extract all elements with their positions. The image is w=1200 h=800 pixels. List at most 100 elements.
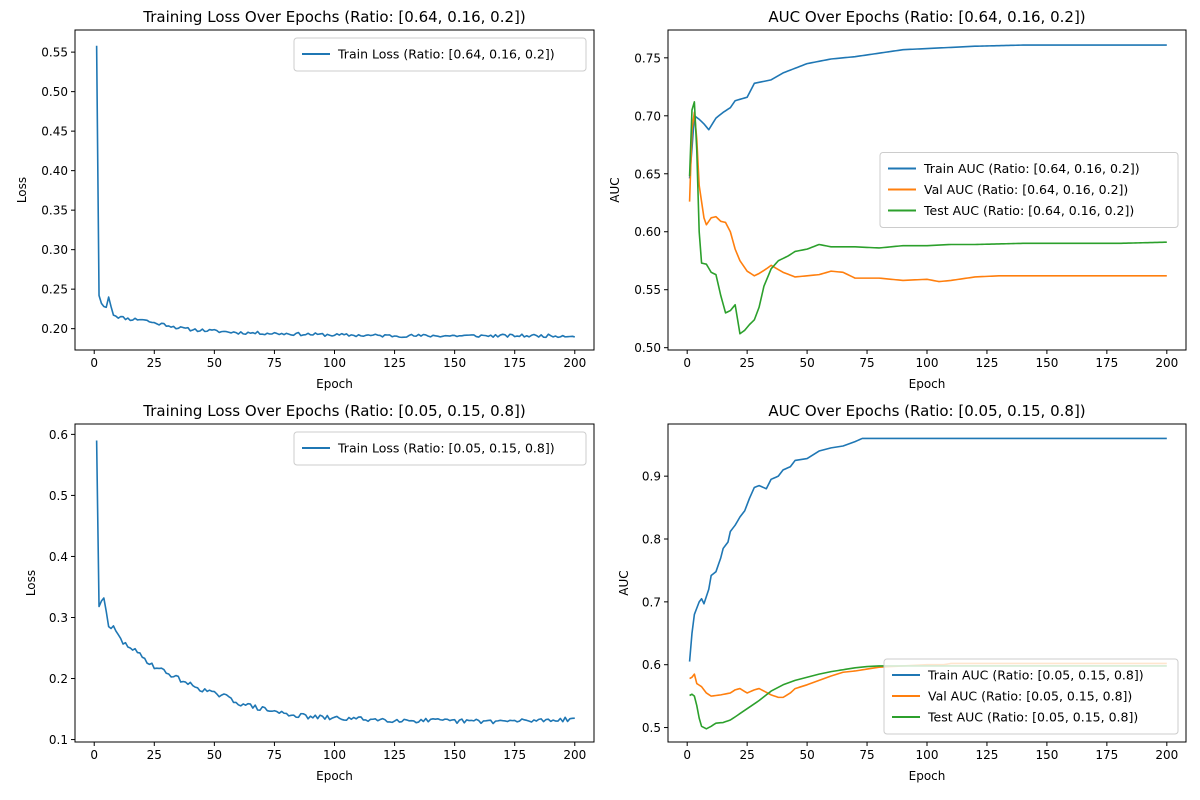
y-tick-label: 0.8 bbox=[642, 533, 661, 547]
x-tick-label: 25 bbox=[739, 356, 754, 370]
legend-entry: Train Loss (Ratio: [0.64, 0.16, 0.2]) bbox=[337, 47, 555, 62]
x-tick-label: 175 bbox=[503, 748, 526, 762]
x-axis-label: Epoch bbox=[316, 769, 353, 783]
series-line-1 bbox=[688, 437, 1167, 662]
x-tick-label: 50 bbox=[799, 356, 814, 370]
y-tick-label: 0.55 bbox=[41, 46, 68, 60]
legend-box bbox=[883, 658, 1179, 735]
legend: Train Loss (Ratio: [0.64, 0.16, 0.2]) bbox=[293, 37, 587, 72]
y-tick-label: 0.65 bbox=[634, 167, 661, 181]
y-tick-label: 0.5 bbox=[49, 489, 68, 503]
y-axis-label: Loss bbox=[24, 570, 38, 596]
legend-box bbox=[293, 37, 587, 72]
y-tick-label: 0.20 bbox=[41, 322, 68, 336]
plot-frame bbox=[74, 29, 595, 351]
chart-panel-4: AUC Over Epochs (Ratio: [0.05, 0.15, 0.8… bbox=[617, 402, 1187, 783]
x-tick-label: 0 bbox=[683, 356, 691, 370]
x-axis-label: Epoch bbox=[909, 377, 946, 391]
legend-entry: Test AUC (Ratio: [0.64, 0.16, 0.2]) bbox=[923, 203, 1134, 218]
y-tick-label: 0.75 bbox=[634, 51, 661, 65]
y-tick-label: 0.30 bbox=[41, 243, 68, 257]
y-tick-label: 0.55 bbox=[634, 283, 661, 297]
x-tick-label: 100 bbox=[323, 748, 346, 762]
y-tick-label: 0.60 bbox=[634, 225, 661, 239]
x-tick-label: 0 bbox=[683, 748, 691, 762]
legend-entry: Train Loss (Ratio: [0.05, 0.15, 0.8]) bbox=[337, 441, 555, 456]
y-tick-label: 0.9 bbox=[642, 470, 661, 484]
y-tick-label: 0.50 bbox=[41, 85, 68, 99]
x-tick-label: 100 bbox=[916, 748, 939, 762]
series-line-3 bbox=[688, 101, 1167, 335]
y-tick-label: 0.2 bbox=[49, 672, 68, 686]
legend-entry: Val AUC (Ratio: [0.64, 0.16, 0.2]) bbox=[924, 182, 1128, 197]
x-tick-label: 125 bbox=[383, 748, 406, 762]
y-tick-label: 0.40 bbox=[41, 164, 68, 178]
legend-entry: Train AUC (Ratio: [0.05, 0.15, 0.8]) bbox=[927, 668, 1144, 683]
legend: Train Loss (Ratio: [0.05, 0.15, 0.8]) bbox=[293, 431, 587, 466]
legend-box bbox=[879, 152, 1179, 228]
series-line-1 bbox=[95, 45, 575, 339]
plot-frame bbox=[667, 29, 1187, 351]
legend: Train AUC (Ratio: [0.05, 0.15, 0.8]) Val … bbox=[883, 658, 1179, 735]
x-tick-label: 50 bbox=[207, 748, 222, 762]
legend-box bbox=[293, 431, 587, 466]
series-line-2 bbox=[688, 111, 1167, 283]
x-tick-label: 150 bbox=[1035, 356, 1058, 370]
x-tick-label: 25 bbox=[739, 748, 754, 762]
x-tick-label: 100 bbox=[323, 356, 346, 370]
legend: Train AUC (Ratio: [0.64, 0.16, 0.2]) Val … bbox=[879, 152, 1179, 228]
x-tick-label: 125 bbox=[976, 748, 999, 762]
x-tick-label: 0 bbox=[90, 356, 98, 370]
y-tick-label: 0.45 bbox=[41, 125, 68, 139]
x-tick-label: 200 bbox=[563, 748, 586, 762]
x-tick-label: 75 bbox=[859, 356, 874, 370]
x-axis-label: Epoch bbox=[316, 377, 353, 391]
chart-panel-1: Training Loss Over Epochs (Ratio: [0.64,… bbox=[15, 8, 595, 391]
x-tick-label: 200 bbox=[1155, 748, 1178, 762]
y-tick-label: 0.35 bbox=[41, 204, 68, 218]
x-tick-label: 25 bbox=[147, 748, 162, 762]
y-tick-label: 0.5 bbox=[642, 721, 661, 735]
x-tick-label: 175 bbox=[503, 356, 526, 370]
chart-title: AUC Over Epochs (Ratio: [0.05, 0.15, 0.8… bbox=[768, 402, 1085, 420]
series-line-1 bbox=[95, 440, 575, 725]
y-tick-label: 0.1 bbox=[49, 733, 68, 747]
x-tick-label: 125 bbox=[383, 356, 406, 370]
y-tick-label: 0.4 bbox=[49, 550, 68, 564]
x-tick-label: 175 bbox=[1095, 748, 1118, 762]
y-tick-label: 0.50 bbox=[634, 341, 661, 355]
x-tick-label: 0 bbox=[90, 748, 98, 762]
series-line-1 bbox=[688, 44, 1167, 179]
x-tick-label: 150 bbox=[443, 356, 466, 370]
x-tick-label: 75 bbox=[859, 748, 874, 762]
x-tick-label: 200 bbox=[563, 356, 586, 370]
plot-frame bbox=[667, 423, 1187, 743]
chart-panel-2: AUC Over Epochs (Ratio: [0.64, 0.16, 0.2… bbox=[608, 8, 1187, 391]
y-axis-label: Loss bbox=[15, 177, 29, 203]
x-axis-label: Epoch bbox=[909, 769, 946, 783]
x-tick-label: 200 bbox=[1155, 356, 1178, 370]
y-tick-label: 0.70 bbox=[634, 109, 661, 123]
y-axis-label: AUC bbox=[617, 570, 631, 595]
x-tick-label: 150 bbox=[443, 748, 466, 762]
y-tick-label: 0.3 bbox=[49, 611, 68, 625]
x-tick-label: 75 bbox=[267, 356, 282, 370]
legend-entry: Val AUC (Ratio: [0.05, 0.15, 0.8]) bbox=[928, 689, 1132, 704]
chart-panel-3: Training Loss Over Epochs (Ratio: [0.05,… bbox=[24, 402, 595, 783]
x-tick-label: 50 bbox=[799, 748, 814, 762]
x-tick-label: 75 bbox=[267, 748, 282, 762]
y-axis-label: AUC bbox=[608, 177, 622, 202]
y-tick-label: 0.6 bbox=[49, 428, 68, 442]
x-tick-label: 150 bbox=[1035, 748, 1058, 762]
x-tick-label: 175 bbox=[1095, 356, 1118, 370]
chart-title: Training Loss Over Epochs (Ratio: [0.64,… bbox=[142, 8, 525, 26]
x-tick-label: 25 bbox=[147, 356, 162, 370]
legend-entry: Test AUC (Ratio: [0.05, 0.15, 0.8]) bbox=[927, 710, 1138, 725]
chart-title: AUC Over Epochs (Ratio: [0.64, 0.16, 0.2… bbox=[768, 8, 1085, 26]
y-tick-label: 0.7 bbox=[642, 595, 661, 609]
y-tick-label: 0.6 bbox=[642, 658, 661, 672]
chart-title: Training Loss Over Epochs (Ratio: [0.05,… bbox=[142, 402, 525, 420]
plot-frame bbox=[74, 423, 595, 743]
x-tick-label: 125 bbox=[976, 356, 999, 370]
